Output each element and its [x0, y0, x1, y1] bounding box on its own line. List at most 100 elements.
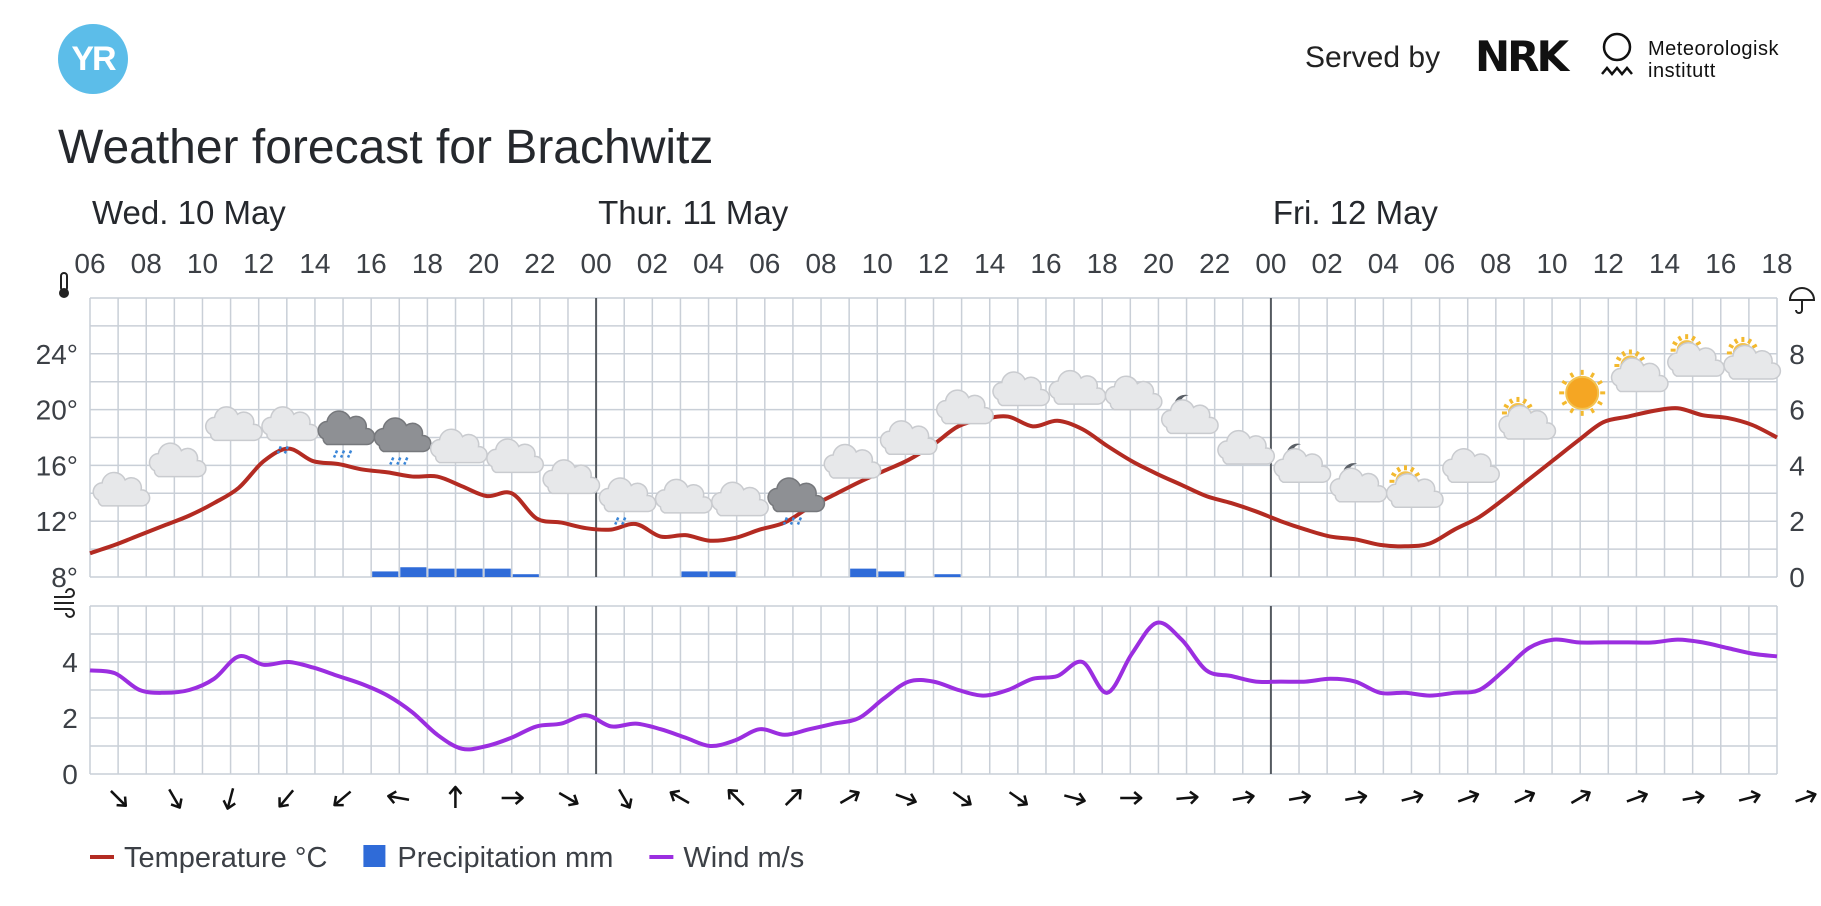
weather-symbol-cloudy-icon: [92, 471, 151, 507]
wind-tick-label: 0: [62, 759, 78, 790]
cloud-shape: [992, 371, 1051, 407]
precipitation-bar: [878, 571, 905, 577]
arrow-shaft: [1345, 795, 1366, 801]
weather-symbol-partly-cloudy-night-icon: [1273, 443, 1332, 483]
sun-ray: [1615, 356, 1622, 362]
x-tick-label: 16: [1705, 248, 1736, 279]
arrow-shaft: [1063, 794, 1084, 802]
rain-drop: [332, 450, 339, 459]
x-tick-label: 06: [1424, 248, 1455, 279]
wind-direction-arrow-icon: [1626, 789, 1648, 803]
umbrella-icon-handle: [1795, 300, 1803, 314]
weather-symbol-cloudy-icon: [542, 459, 601, 495]
wind-direction-arrow-icon: [448, 785, 463, 808]
wind-direction-arrow-icon: [222, 788, 236, 810]
temperature-tick-label: 12°: [36, 506, 78, 537]
cloud-shape: [148, 442, 207, 478]
x-tick-label: 20: [468, 248, 499, 279]
rain-drop: [796, 516, 803, 525]
precipitation-bar: [484, 568, 511, 577]
precipitation-bar: [934, 574, 961, 577]
x-tick-label: 12: [243, 248, 274, 279]
sun-ray: [1747, 338, 1753, 345]
wind-direction-arrow-icon: [1176, 790, 1199, 805]
umbrella-icon-canopy: [1788, 287, 1816, 301]
weather-symbol-rain-icon: [767, 477, 826, 525]
weather-symbol-cloudy-icon: [654, 478, 713, 514]
weather-symbol-cloudy-icon: [1442, 448, 1500, 483]
cloud-shape: [1610, 357, 1669, 393]
precipitation-bar: [400, 567, 427, 577]
arrow-head: [1806, 789, 1817, 803]
cloud-shape: [1667, 341, 1725, 377]
arrow-head: [333, 795, 344, 807]
yr-logo: YR: [58, 24, 128, 94]
wind-direction-arrow-icon: [1570, 789, 1591, 805]
x-tick-label: 14: [974, 248, 1005, 279]
temperature-tick-label: 8°: [51, 562, 78, 593]
rain-drop: [276, 445, 282, 454]
cloud-shape: [1273, 448, 1332, 483]
arrow-shaft: [1401, 794, 1422, 802]
day-label: Fri. 12 May: [1273, 194, 1439, 231]
arrow-head: [1524, 789, 1536, 803]
arrow-head: [1075, 792, 1086, 806]
arrow-shaft: [558, 791, 578, 805]
sun-ray: [1503, 403, 1510, 409]
cloud-shape: [429, 428, 488, 464]
arrow-shaft: [784, 790, 801, 806]
cloud-shape: [879, 420, 938, 456]
arrow-head: [387, 790, 397, 805]
legend-swatch-precipitation: [363, 845, 386, 867]
sun-ray: [1639, 356, 1646, 362]
sun-ray: [1733, 338, 1739, 345]
wind-direction-arrow-icon: [1514, 789, 1536, 804]
umbrella-icon: [1788, 287, 1816, 314]
weather-symbol-cloudy-icon: [429, 428, 488, 464]
met-institute-name: Meteorologisk institutt: [1648, 38, 1780, 82]
rain-drop: [614, 516, 620, 525]
arrow-shaft: [279, 789, 295, 807]
arrow-head: [961, 795, 972, 807]
arrow-head: [1133, 791, 1143, 805]
wind-direction-arrow-icon: [1232, 790, 1255, 805]
sun-ray: [1589, 407, 1595, 414]
arrow-head: [448, 785, 463, 795]
weather-symbol-cloudy-icon: [1217, 429, 1276, 465]
sun-ray: [1589, 372, 1595, 379]
wind-direction-arrow-icon: [168, 788, 183, 809]
cloud-shape: [542, 459, 601, 495]
arrow-shaft: [728, 790, 745, 806]
precipitation-bar: [709, 571, 736, 577]
x-tick-label: 12: [918, 248, 949, 279]
cloud-shape: [598, 477, 657, 513]
served-by-label: Served by: [1305, 41, 1441, 74]
cloud-shape: [317, 410, 376, 446]
x-tick-label: 18: [1761, 248, 1792, 279]
arrow-head: [1694, 790, 1705, 805]
sun-ray: [1561, 400, 1568, 406]
temperature-tick-label: 20°: [36, 395, 78, 426]
arrow-head: [727, 788, 739, 800]
x-tick-label: 04: [1368, 248, 1399, 279]
wind-direction-arrow-icon: [1120, 791, 1143, 805]
x-tick-label: 00: [581, 248, 612, 279]
sun-ray: [1677, 335, 1683, 342]
weather-symbol-cloudy-icon: [486, 438, 544, 474]
arrow-head: [1244, 790, 1255, 805]
wind-direction-arrow-icon: [1401, 790, 1424, 804]
arrow-head: [222, 799, 236, 810]
sun-ray: [1508, 398, 1514, 405]
arrow-shaft: [1738, 794, 1759, 802]
arrow-head: [1637, 789, 1648, 803]
x-tick-label: 04: [693, 248, 724, 279]
page-title: Weather forecast for Brachwitz: [58, 121, 714, 174]
x-tick-label: 10: [862, 248, 893, 279]
wind-direction-arrow-icon: [501, 791, 524, 805]
x-tick-label: 20: [1143, 248, 1174, 279]
weather-symbol-cloudy-icon: [992, 371, 1051, 407]
wind-direction-arrow-icon: [895, 793, 917, 807]
day-label: Wed. 10 May: [92, 194, 286, 231]
x-tick-label: 12: [1593, 248, 1624, 279]
